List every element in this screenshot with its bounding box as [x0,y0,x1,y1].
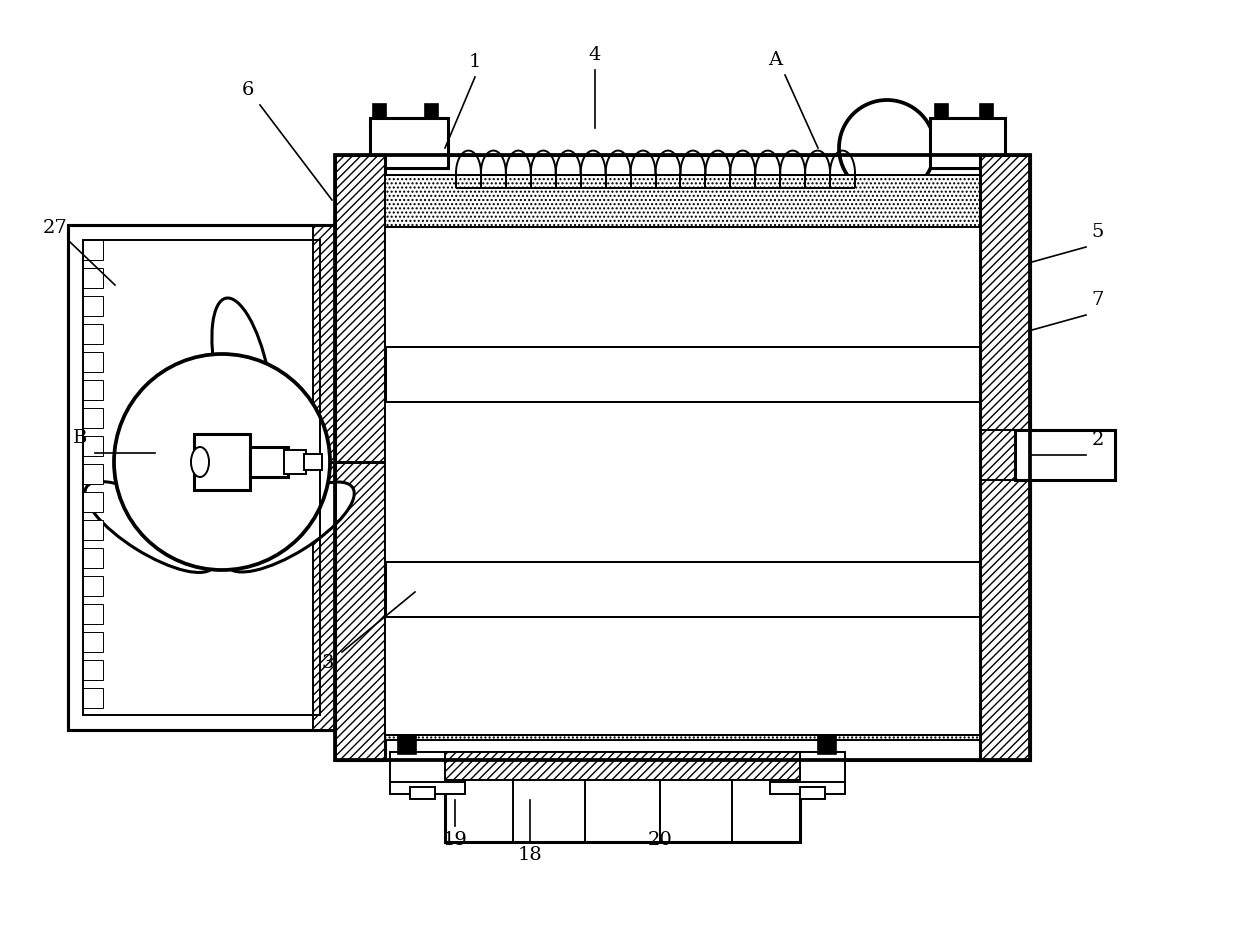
Bar [83,436,103,456]
Text: 27: 27 [42,219,67,237]
Bar [284,450,306,474]
Bar [83,240,103,260]
Text: 3: 3 [321,654,335,672]
Bar [818,736,836,754]
Bar [83,548,103,568]
Circle shape [114,354,330,570]
Bar [83,576,103,596]
Bar [425,104,438,118]
Bar [980,104,993,118]
Bar [83,632,103,652]
Text: A: A [768,51,782,69]
Bar [83,380,103,400]
Bar [770,782,844,794]
Bar [83,604,103,624]
Bar [83,464,103,484]
Bar [335,155,384,760]
Bar [83,688,103,708]
Bar [373,104,386,118]
Bar [1016,430,1115,480]
Bar [445,752,800,780]
Bar [83,520,103,540]
Bar [391,752,465,790]
Bar [410,787,435,799]
Bar [83,660,103,680]
Circle shape [839,100,935,196]
Text: 1: 1 [469,53,481,71]
Text: 20: 20 [647,831,672,849]
Bar [445,752,800,842]
Bar [725,188,743,200]
Bar [398,736,415,754]
Bar [384,402,980,562]
Bar [370,118,448,168]
Bar [83,268,103,288]
Bar [384,227,980,347]
Bar [83,492,103,512]
Bar [68,225,335,730]
Bar [68,225,335,730]
Bar [575,188,593,200]
Text: 19: 19 [443,831,467,849]
Bar [384,175,980,227]
Bar [250,447,288,477]
Bar [935,104,949,118]
Text: 7: 7 [1091,291,1104,309]
Text: 6: 6 [242,81,254,99]
Bar [312,225,335,730]
Text: 5: 5 [1091,223,1104,241]
Ellipse shape [226,482,355,572]
Ellipse shape [84,481,215,572]
Bar [980,155,1030,760]
Bar [844,188,863,200]
Text: 18: 18 [517,846,542,864]
Bar [83,408,103,428]
Text: 4: 4 [589,46,601,64]
Ellipse shape [191,447,210,477]
Ellipse shape [212,298,272,450]
Bar [456,188,474,200]
Text: B: B [73,429,87,447]
Bar [391,782,465,794]
Bar [384,688,980,740]
Bar [770,752,844,790]
Bar [304,454,322,470]
Bar [800,787,825,799]
Bar [335,155,1030,760]
Bar [193,434,250,490]
Bar [83,324,103,344]
Bar [83,296,103,316]
Bar [335,155,1030,760]
Bar [83,352,103,372]
Bar [930,118,1004,168]
Bar [83,240,320,715]
Text: 2: 2 [1091,431,1104,449]
Bar [384,617,980,735]
